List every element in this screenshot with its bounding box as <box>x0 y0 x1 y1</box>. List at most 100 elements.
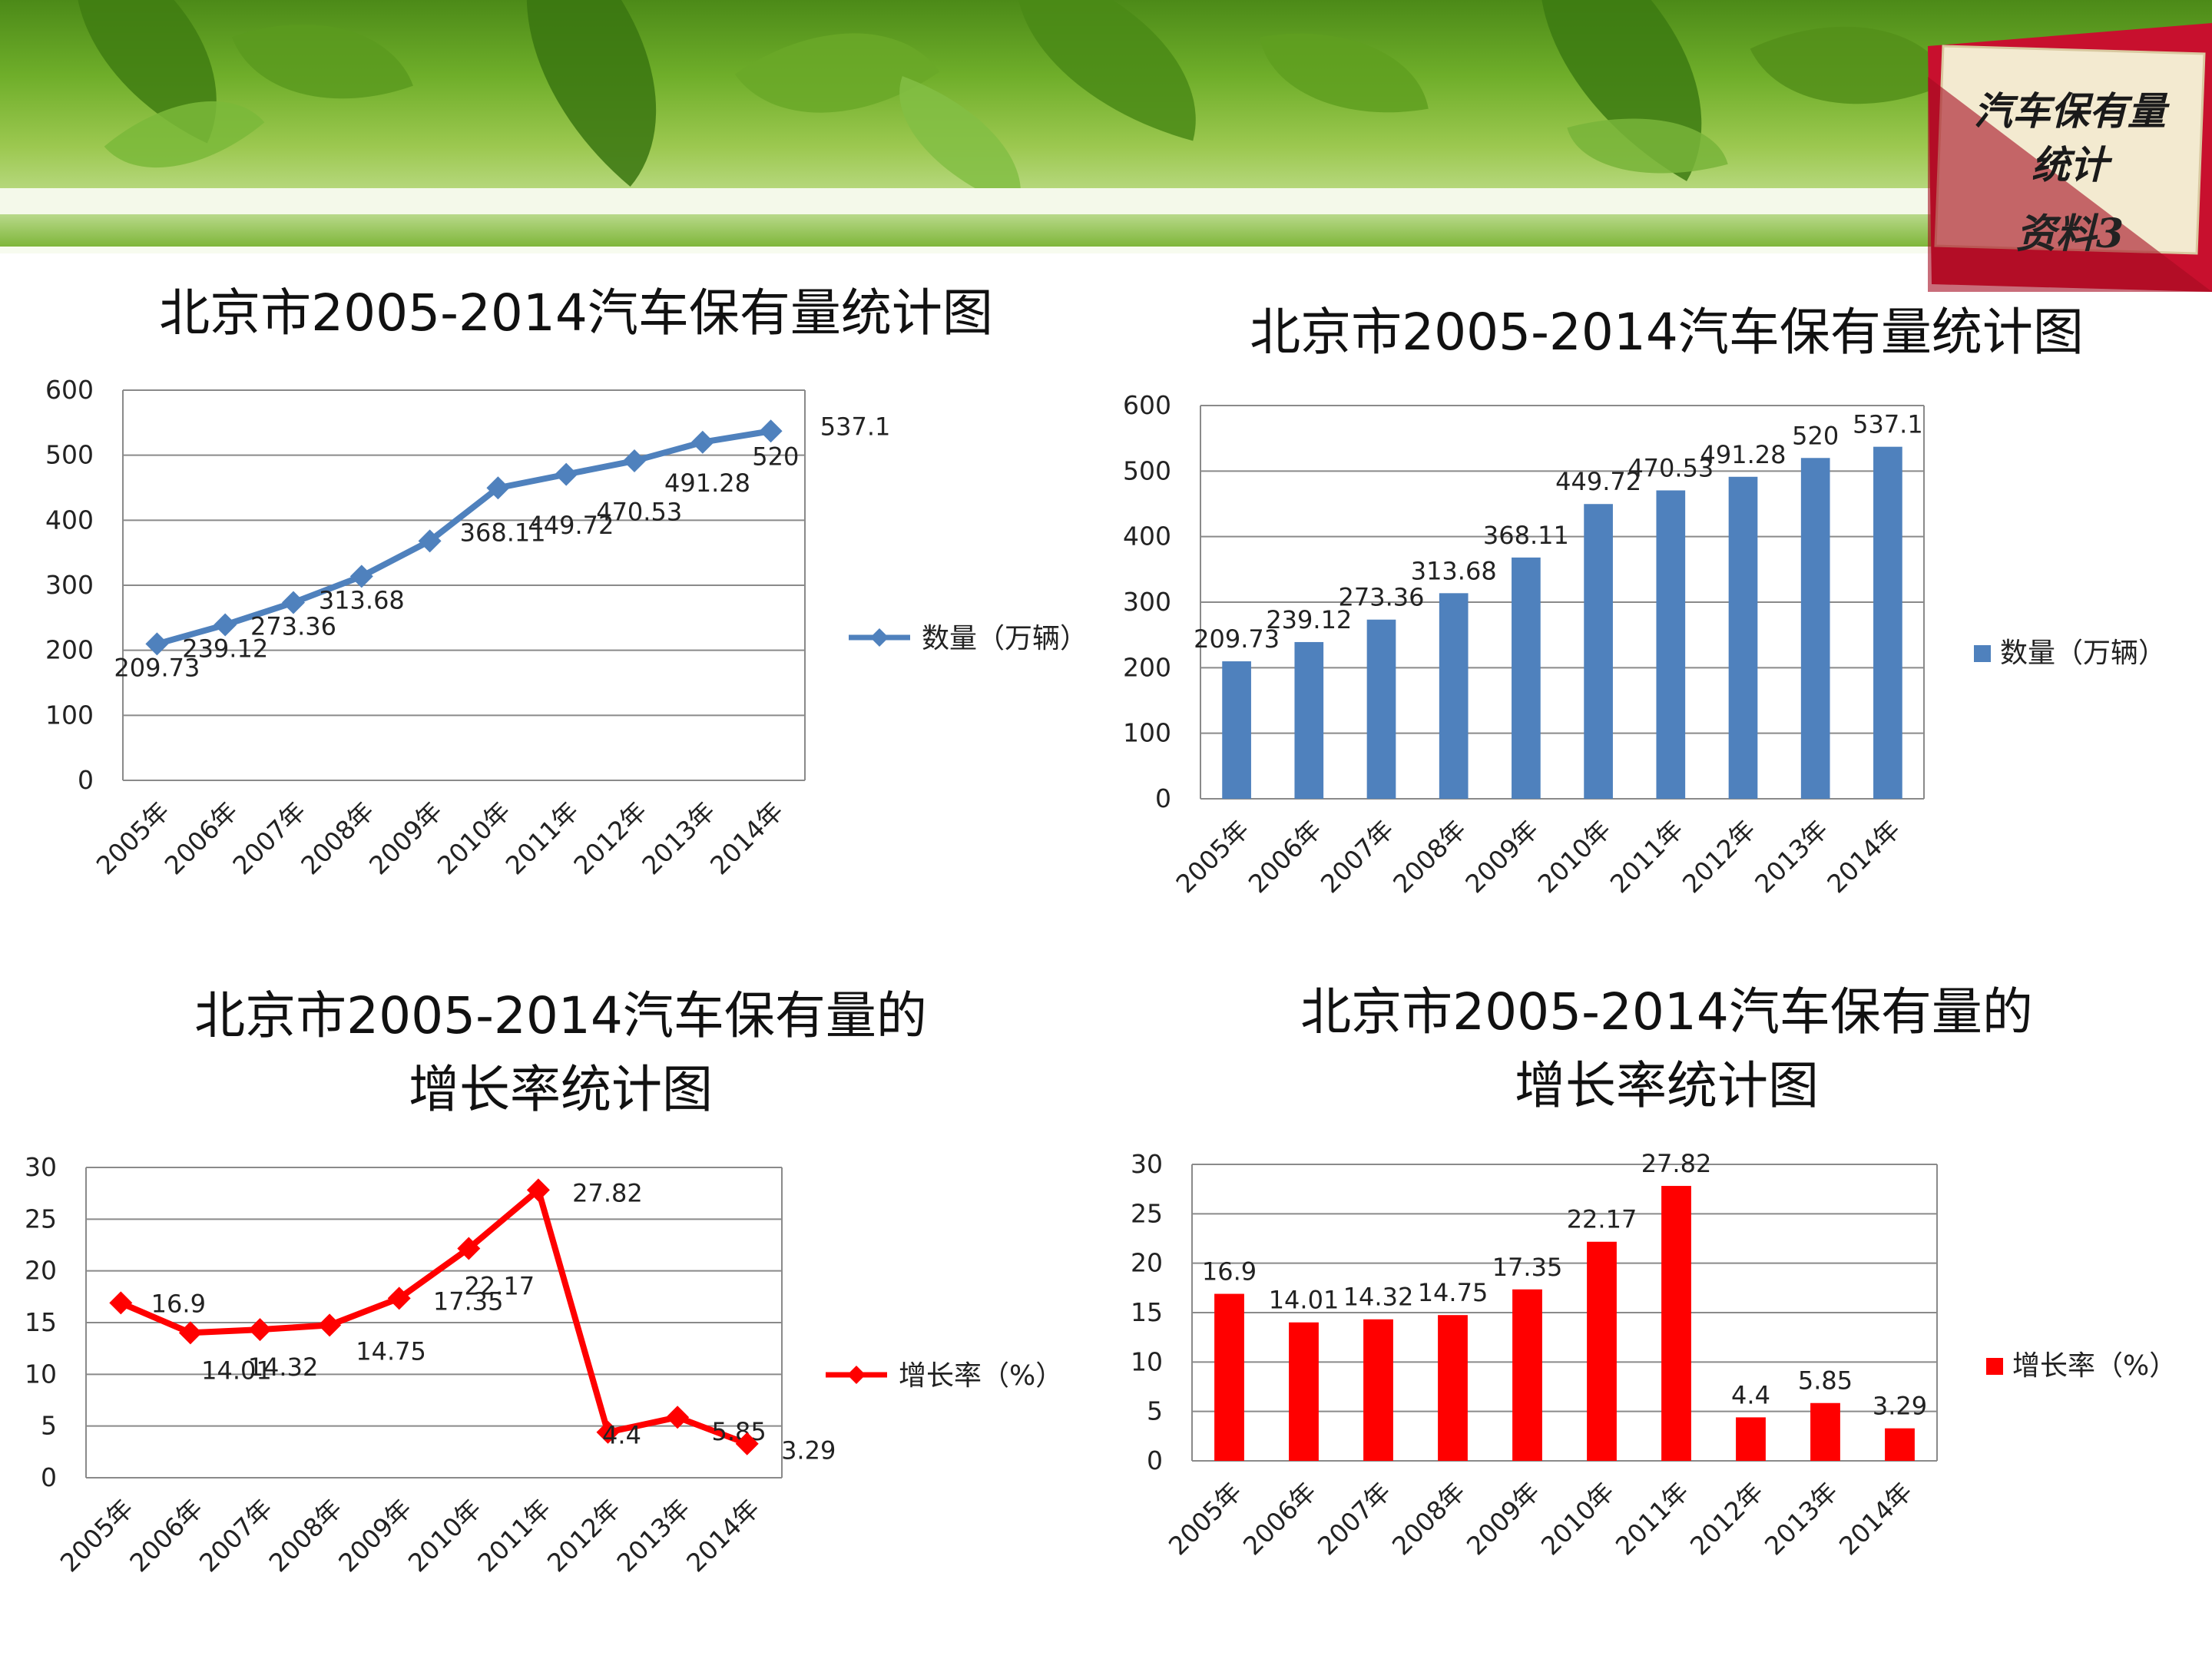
data-label: 470.53 <box>596 498 682 527</box>
data-point <box>109 1291 133 1315</box>
data-label: 14.32 <box>248 1353 319 1382</box>
data-label: 239.12 <box>1266 605 1352 634</box>
y-tick-label: 10 <box>25 1359 57 1389</box>
bar <box>1800 458 1830 799</box>
data-point <box>596 1420 620 1444</box>
data-label: 368.11 <box>1483 521 1569 550</box>
data-label: 14.32 <box>1343 1283 1414 1312</box>
data-point <box>526 1178 550 1202</box>
data-label: 313.68 <box>319 585 405 614</box>
series-line <box>119 1187 749 1447</box>
data-label: 491.28 <box>1700 440 1786 469</box>
data-label: 470.53 <box>1628 453 1714 482</box>
legend-label: 数量（万辆） <box>2000 637 2166 669</box>
y-tick-label: 100 <box>1123 718 1171 748</box>
bar <box>1885 1428 1915 1461</box>
data-label: 449.72 <box>528 511 614 540</box>
data-label: 22.17 <box>464 1271 535 1300</box>
data-label: 537.1 <box>820 412 891 441</box>
data-point <box>349 565 373 588</box>
y-tick-label: 25 <box>1131 1198 1163 1228</box>
y-tick-label: 600 <box>45 375 94 405</box>
data-label: 27.82 <box>1641 1149 1712 1178</box>
x-tick-label: 2013年 <box>1759 1476 1843 1561</box>
legend-label: 增长率（%） <box>899 1360 1063 1392</box>
data-point <box>457 1237 481 1260</box>
badge-title: 汽车保有量 <box>1974 88 2166 134</box>
y-tick-label: 400 <box>45 505 94 535</box>
y-tick-label: 500 <box>45 440 94 470</box>
badge-subtitle: 统计 <box>2032 142 2108 187</box>
bar <box>1587 1241 1617 1461</box>
legend-swatch <box>1986 1358 2003 1375</box>
y-tick-label: 300 <box>1123 587 1171 617</box>
data-label: 22.17 <box>1567 1205 1637 1234</box>
data-label: 16.9 <box>151 1289 206 1318</box>
legend-label: 数量（万辆） <box>922 623 1088 654</box>
data-label: 3.29 <box>1873 1392 1927 1421</box>
x-tick-label: 2005年 <box>1163 1476 1247 1561</box>
bar <box>1512 1289 1542 1461</box>
chart1-title: 北京市2005-2014汽车保有量统计图 <box>159 283 993 343</box>
y-tick-label: 0 <box>78 765 94 795</box>
corner-badge <box>1928 23 2212 292</box>
data-point <box>418 529 442 553</box>
y-tick-label: 10 <box>1131 1346 1163 1376</box>
data-label: 520 <box>1792 421 1839 450</box>
data-label: 14.75 <box>356 1336 426 1366</box>
data-point <box>282 591 305 614</box>
y-tick-label: 600 <box>1123 390 1171 420</box>
y-tick-label: 15 <box>25 1307 57 1337</box>
x-tick-label: 2008年 <box>1386 1476 1471 1561</box>
series-line <box>156 428 772 647</box>
y-tick-label: 0 <box>1147 1445 1163 1475</box>
y-tick-label: 0 <box>1155 783 1171 813</box>
data-label: 313.68 <box>1411 556 1497 585</box>
bar <box>1584 504 1613 799</box>
bar <box>1438 1315 1468 1461</box>
data-point <box>486 476 510 500</box>
x-tick-label: 2009年 <box>1461 1476 1545 1561</box>
data-label: 16.9 <box>1202 1257 1257 1286</box>
y-tick-label: 30 <box>25 1152 57 1182</box>
bar <box>1810 1402 1840 1461</box>
data-label: 273.36 <box>1339 583 1425 612</box>
bar <box>1363 1319 1393 1461</box>
data-label: 3.29 <box>781 1436 836 1465</box>
bar <box>1661 1186 1691 1461</box>
x-tick-label: 2007年 <box>1312 1476 1396 1561</box>
bar <box>1289 1322 1319 1461</box>
bar <box>1512 557 1541 799</box>
y-tick-label: 25 <box>25 1204 57 1233</box>
data-label: 14.01 <box>1269 1286 1339 1315</box>
data-label: 491.28 <box>664 469 750 498</box>
chart4-title-line2: 增长率统计图 <box>1515 1056 1819 1115</box>
bar <box>1873 446 1902 799</box>
bar <box>1294 641 1324 799</box>
data-label: 17.35 <box>1492 1253 1563 1282</box>
data-point <box>387 1286 411 1310</box>
data-label: 14.75 <box>1418 1278 1488 1307</box>
bar <box>1366 619 1396 799</box>
y-tick-label: 5 <box>1147 1396 1163 1426</box>
data-label: 449.72 <box>1555 467 1641 496</box>
x-tick-label: 2006年 <box>1237 1476 1322 1561</box>
bar <box>1214 1293 1244 1461</box>
data-point <box>690 430 714 454</box>
y-tick-label: 200 <box>45 635 94 665</box>
y-tick-label: 400 <box>1123 522 1171 551</box>
data-label: 14.01 <box>201 1356 272 1385</box>
bar <box>1439 593 1469 799</box>
bar <box>1728 476 1758 799</box>
data-label: 4.4 <box>602 1421 641 1450</box>
data-point <box>248 1318 272 1342</box>
bar <box>1736 1417 1766 1461</box>
x-tick-label: 2011年 <box>1610 1476 1694 1561</box>
data-label: 209.73 <box>1194 624 1280 654</box>
x-tick-label: 2010年 <box>1535 1476 1620 1561</box>
chart3-title-line2: 增长率统计图 <box>409 1060 713 1119</box>
